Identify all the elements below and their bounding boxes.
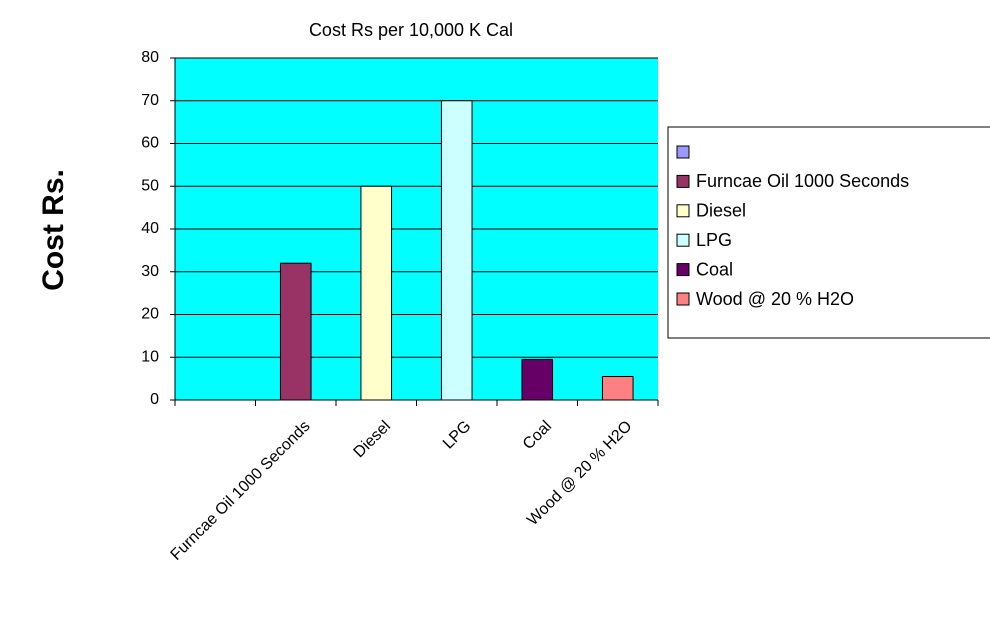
bar bbox=[440, 100, 473, 401]
chart-title: Cost Rs per 10,000 K Cal bbox=[309, 20, 513, 40]
legend-box bbox=[667, 126, 990, 339]
bar bbox=[279, 262, 312, 401]
y-tick-label: 70 bbox=[141, 92, 159, 109]
y-tick-label: 50 bbox=[141, 177, 159, 194]
y-tick-label: 10 bbox=[141, 348, 159, 365]
legend-label: Furncae Oil 1000 Seconds bbox=[696, 171, 909, 191]
legend-swatch bbox=[676, 263, 690, 277]
bar bbox=[521, 358, 554, 401]
x-tick-label: Coal bbox=[520, 418, 555, 453]
legend-label: Wood @ 20 % H2O bbox=[696, 289, 854, 309]
legend-swatch bbox=[676, 292, 690, 306]
y-tick-label: 20 bbox=[141, 306, 159, 323]
legend-label: Diesel bbox=[696, 201, 746, 221]
y-tick-label: 60 bbox=[141, 135, 159, 152]
x-tick-label: Diesel bbox=[351, 418, 394, 461]
y-tick-label: 0 bbox=[150, 391, 159, 408]
y-axis-label: Cost Rs. bbox=[37, 169, 70, 291]
legend-label: Coal bbox=[696, 259, 733, 279]
x-tick-label: LPG bbox=[440, 418, 475, 453]
x-tick-label: Furncae Oil 1000 Seconds bbox=[168, 418, 314, 564]
legend-swatch bbox=[676, 174, 690, 188]
y-tick-label: 30 bbox=[141, 263, 159, 280]
legend-label: LPG bbox=[696, 230, 732, 250]
legend-swatch bbox=[676, 145, 690, 159]
y-tick-label: 80 bbox=[141, 49, 159, 66]
y-tick-label: 40 bbox=[141, 220, 159, 237]
bar bbox=[360, 185, 393, 401]
bar bbox=[601, 375, 634, 401]
legend-swatch bbox=[676, 233, 690, 247]
legend-swatch bbox=[676, 204, 690, 218]
